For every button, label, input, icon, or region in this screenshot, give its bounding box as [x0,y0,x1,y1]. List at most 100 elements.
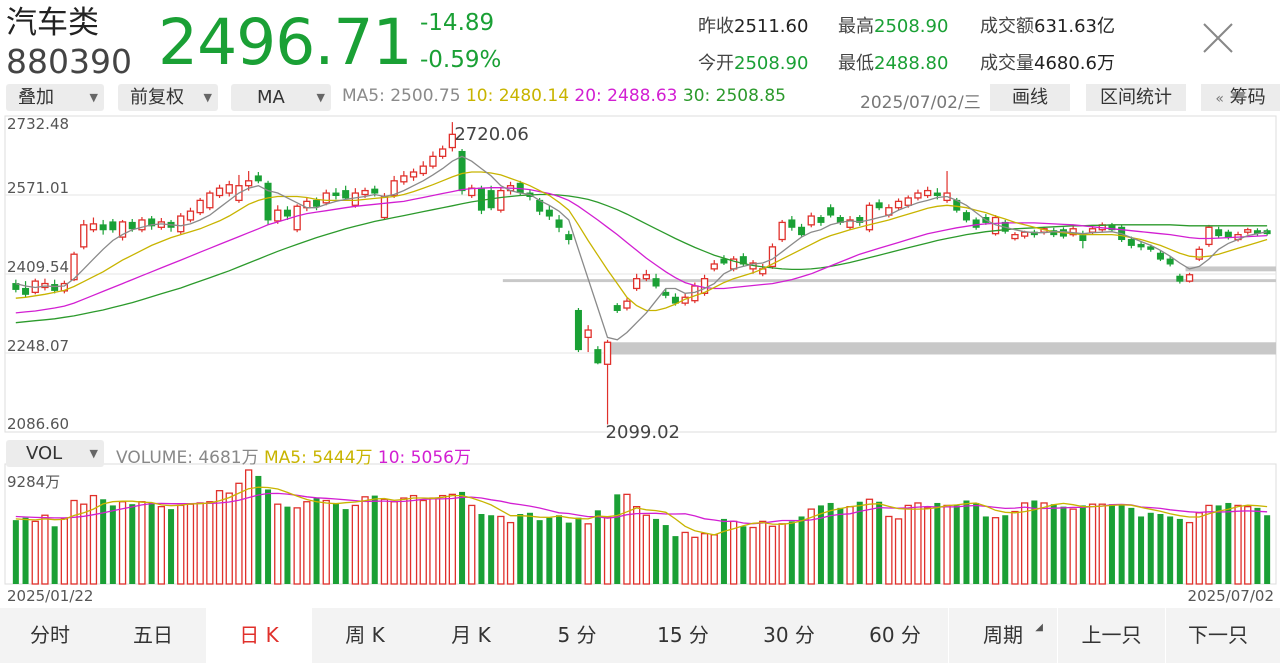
next-stock-button[interactable]: 下一只 [1188,623,1248,647]
volume-bar-up [710,534,718,585]
vol-indicator-label: VOL [26,443,63,464]
chips-label: 筹码 [1229,87,1266,108]
candle-body-down [1050,230,1058,236]
volume-bar-down [12,520,19,584]
tab-30min[interactable]: 30 分 [763,623,815,647]
tab-5min[interactable]: 5 分 [557,623,597,647]
tab-60min[interactable]: 60 分 [869,623,921,647]
candle-body-up [642,274,651,280]
volume-bar-down [876,501,883,584]
volume-bar-up [70,499,78,585]
volume-legend: VOLUME: 4681万 MA5: 5444万 10: 5056万 [116,443,471,468]
volume-bar-down [1167,516,1174,584]
candle-body-down [1079,235,1087,242]
max-price-label: 2720.06 [454,124,528,145]
candle-body-down [613,305,621,311]
candle-body-up [177,215,185,233]
candle-body-down [827,207,835,216]
volume-bar-up [1234,504,1242,585]
volume-bar-up [1205,504,1213,585]
indicator-dropdown[interactable]: MA ▼ [231,84,331,111]
price-annotations: 2720.06 2099.02 [454,124,680,443]
volume-bar-down [265,489,272,584]
stat-prev-close-label: 昨收 [698,16,734,37]
close-icon [1203,23,1233,53]
volume-bar-up [380,498,389,585]
close-button[interactable] [1198,18,1238,58]
volume-bar-up [274,503,282,585]
volume-bar-up [1011,510,1019,585]
volume-bar-down [798,516,805,584]
volume-bar-up [157,505,166,585]
candle-body-up [390,180,398,197]
volume-bar-down [148,502,155,584]
candle-body-up [400,175,408,183]
volume-bar-up [1098,503,1106,585]
support-zone-high [1185,266,1276,272]
volume-bar-down [982,516,989,584]
candle-body-down [283,209,291,217]
candle-body-up [1069,228,1077,236]
volume-bar-up [235,482,243,585]
volume-bar-up [390,501,398,585]
stat-volume-value: 4680.6万 [1034,53,1115,74]
volume-bar-down [837,507,844,584]
support-zones [502,266,1277,355]
volume-bar-up [448,493,457,585]
volume-bar-up [807,508,815,585]
candle-body-down [933,192,941,196]
adjust-dropdown[interactable]: 前复权 ▼ [118,84,218,111]
volume-bar-up [603,517,612,585]
chips-button[interactable]: « 筹码 [1201,84,1280,111]
ma30-line [15,193,1268,324]
triangle-down-icon: ▼ [316,91,325,104]
candle-body-down [264,182,272,221]
vol-ma10-legend: 10: 5056万 [377,448,471,468]
candle-body-up [215,187,224,197]
volume-bar-up [681,531,689,585]
tab-daily-k[interactable]: 日 K [206,608,312,663]
volume-bar-up [700,533,709,585]
overlay-dropdown[interactable]: 叠加 ▼ [6,84,104,111]
volume-bar-up [729,520,738,585]
candle-body-up [846,219,854,228]
period-dropdown[interactable]: 周期 ◢ [949,608,1057,663]
candle-body-down [22,287,30,295]
tab-intraday[interactable]: 分时 [30,623,70,647]
period-label: 周期 [983,623,1023,647]
range-stats-button[interactable]: 区间统计 [1086,84,1186,111]
volume-bar-down [1215,505,1222,584]
tab-five-day[interactable]: 五日 [133,623,173,647]
volume-bar-down [856,501,863,584]
vol-indicator-dropdown[interactable]: VOL ▼ [6,440,104,467]
volume-bar-down [129,504,136,584]
ma20-legend: 20: 2488.63 [574,86,678,106]
volume-bar-up [991,517,1000,585]
volume-bar-down [526,512,533,584]
ma5-legend: MA5: 2500.75 [342,86,461,106]
volume-bar-down [1176,518,1183,584]
tab-weekly-k[interactable]: 周 K [345,623,385,647]
prev-stock-button[interactable]: 上一只 [1081,623,1142,647]
volume-bar-down [963,500,970,584]
vol-ma5-legend: MA5: 5444万 [264,448,373,468]
x-end-label: 2025/07/02 [1188,587,1274,605]
volume-bar-down [1128,507,1135,584]
volume-ma-lines [15,486,1268,536]
draw-line-button[interactable]: 画线 [990,84,1070,111]
tab-15min[interactable]: 15 分 [657,623,709,647]
volume-bar-down [653,518,660,584]
volume-bar-down [1108,504,1115,584]
candle-body-up [80,224,88,248]
tab-monthly-k[interactable]: 月 K [451,623,491,647]
candle-body-up [691,285,699,302]
stat-amount-label: 成交额 [980,16,1034,37]
candle-body-up [710,263,718,270]
kline-chart[interactable]: 2732.48 2571.01 2409.54 2248.07 2086.60 2720… [0,0,1280,608]
volume-bar-down [1050,504,1057,584]
volume-bar-down [934,502,941,584]
volume-bar-up [438,494,447,585]
candle-body-down [652,278,660,287]
candle-body-up [1185,274,1194,282]
price-change: -14.89 [420,10,495,36]
